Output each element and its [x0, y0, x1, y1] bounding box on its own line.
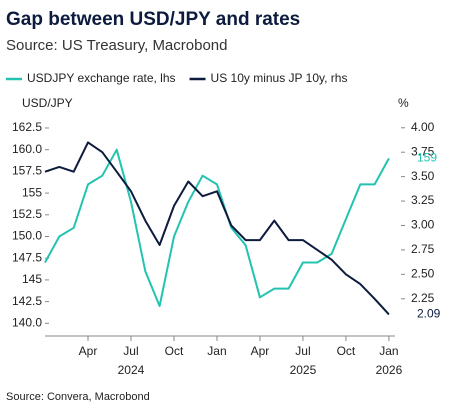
chart-subtitle: Source: US Treasury, Macrobond [6, 37, 227, 54]
y2-tick-label: 2.75 [411, 242, 435, 256]
x-tick-label: Apr [79, 344, 98, 358]
y2-tick-label: 3.00 [411, 218, 435, 232]
y-tick-label: 155 [22, 185, 42, 199]
y2-tick-label: 3.50 [411, 169, 435, 183]
y-tick-label: 162.5 [12, 120, 42, 134]
y-tick-label: 160.0 [12, 142, 42, 156]
y2-tick-label: 2.50 [411, 267, 435, 281]
x-year-label: 2024 [118, 363, 145, 377]
y-tick-label: 147.5 [12, 250, 42, 264]
x-tick-label: Jan [379, 344, 398, 358]
y2-tick-label: 4.00 [411, 120, 435, 134]
end-value-label: 2.09 [417, 307, 441, 321]
y-tick-label: 145 [22, 272, 42, 286]
x-year-label: 2025 [290, 363, 317, 377]
y2-tick-label: 3.75 [411, 144, 435, 158]
end-value-label: 159 [417, 151, 437, 165]
legend-label: USDJPY exchange rate, lhs [27, 71, 176, 85]
y2-tick-label: 2.25 [411, 291, 435, 305]
y-tick-label: 157.5 [12, 164, 42, 178]
y-tick-label: 142.5 [12, 294, 42, 308]
y-tick-label: 140.0 [12, 315, 42, 329]
x-tick-label: Jul [295, 344, 310, 358]
x-tick-label: Jul [123, 344, 138, 358]
x-tick-label: Oct [165, 344, 184, 358]
x-year-label: 2026 [376, 363, 403, 377]
source-note: Source: Convera, Macrobond [6, 391, 150, 403]
y2-tick-label: 3.25 [411, 193, 435, 207]
legend-label: US 10y minus JP 10y, rhs [211, 71, 348, 85]
series-line [44, 148, 390, 307]
series-line [44, 141, 390, 316]
x-tick-label: Apr [251, 344, 270, 358]
x-tick-label: Jan [207, 344, 226, 358]
y-axis-label: USD/JPY [22, 96, 73, 110]
chart-title: Gap between USD/JPY and rates [6, 9, 300, 30]
y-tick-label: 150.0 [12, 229, 42, 243]
x-tick-label: Oct [337, 344, 356, 358]
y2-axis-label: % [398, 96, 409, 110]
y-tick-label: 152.5 [12, 207, 42, 221]
